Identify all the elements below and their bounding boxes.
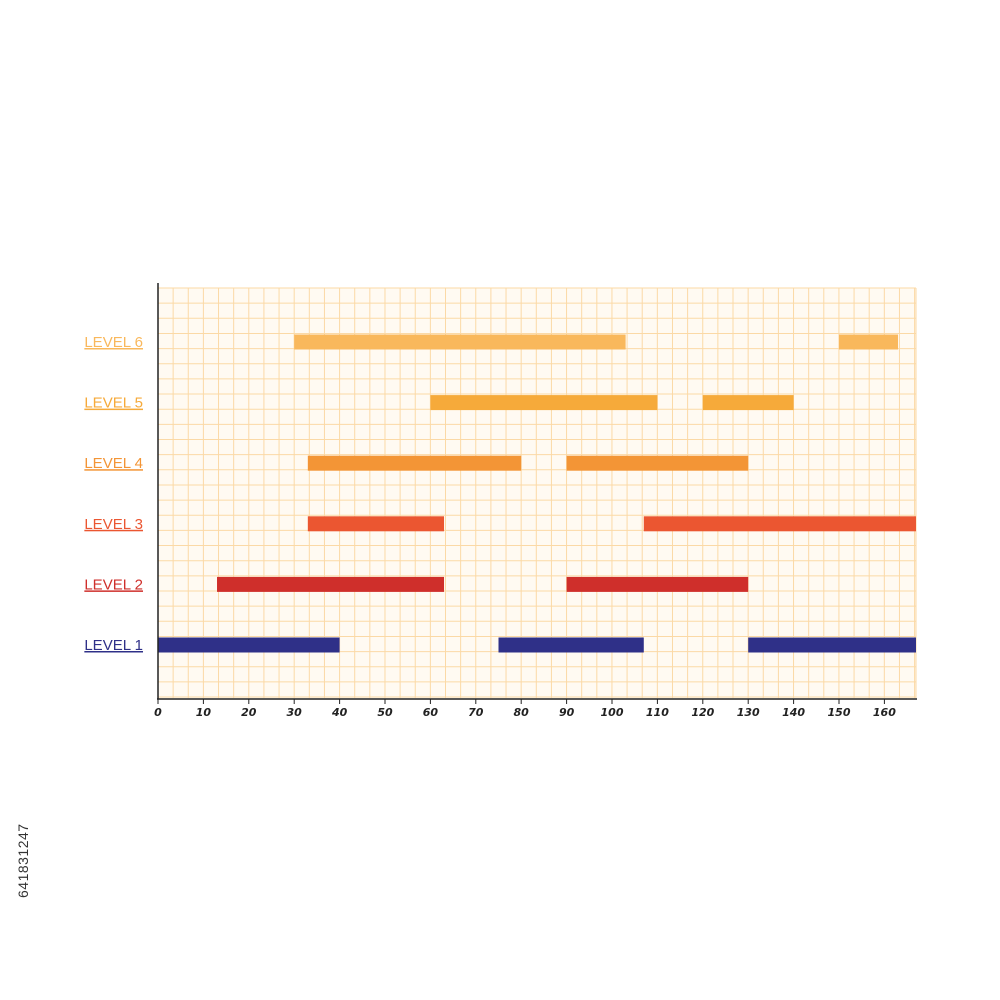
grid	[157, 287, 917, 698]
range-bar	[307, 455, 522, 471]
range-bar	[217, 576, 445, 592]
range-bar	[498, 637, 644, 653]
x-tick-label: 80	[514, 706, 530, 719]
level-label: LEVEL 5	[84, 395, 143, 412]
level-label: LEVEL 3	[84, 516, 143, 533]
x-tick-label: 70	[468, 706, 484, 719]
range-bar	[158, 637, 340, 653]
level-label: LEVEL 2	[84, 576, 143, 593]
x-tick-label: 10	[196, 706, 212, 719]
x-tick-label: 0	[154, 706, 162, 719]
x-tick-label: 130	[737, 706, 760, 719]
level-labels: LEVEL 6 LEVEL 5 LEVEL 4 LEVEL 3 LEVEL 2 LEVEL…	[84, 334, 143, 654]
level-label: LEVEL 4	[84, 455, 143, 472]
stock-id-watermark: 641831247	[14, 768, 34, 898]
x-tick-label: 60	[423, 706, 439, 719]
range-bar	[294, 334, 626, 350]
level-label: LEVEL 1	[84, 637, 143, 654]
range-bar	[702, 395, 794, 411]
bars	[158, 334, 916, 653]
stock-id-text: 641831247	[15, 823, 31, 898]
x-tick-label: 140	[782, 706, 805, 719]
plot-background	[158, 288, 916, 698]
x-axis-ticks: 0 10 20 30 40 50 60 70 80 90 100 110 120 130 140 150 160	[154, 699, 896, 719]
x-tick-label: 30	[287, 706, 303, 719]
range-bar	[566, 576, 749, 592]
range-bar	[643, 516, 916, 532]
x-tick-label: 20	[241, 706, 257, 719]
x-tick-label: 160	[873, 706, 896, 719]
range-bar	[307, 516, 445, 532]
x-tick-label: 90	[559, 706, 575, 719]
x-tick-label: 120	[691, 706, 714, 719]
x-tick-label: 150	[828, 706, 851, 719]
x-tick-label: 40	[331, 706, 348, 719]
x-tick-label: 50	[377, 706, 393, 719]
x-tick-label: 100	[601, 706, 624, 719]
range-bar	[566, 455, 749, 471]
x-tick-label: 110	[646, 706, 669, 719]
range-bar	[748, 637, 916, 653]
level-label: LEVEL 6	[84, 334, 143, 351]
range-bar	[839, 334, 899, 350]
range-bar	[430, 395, 658, 411]
